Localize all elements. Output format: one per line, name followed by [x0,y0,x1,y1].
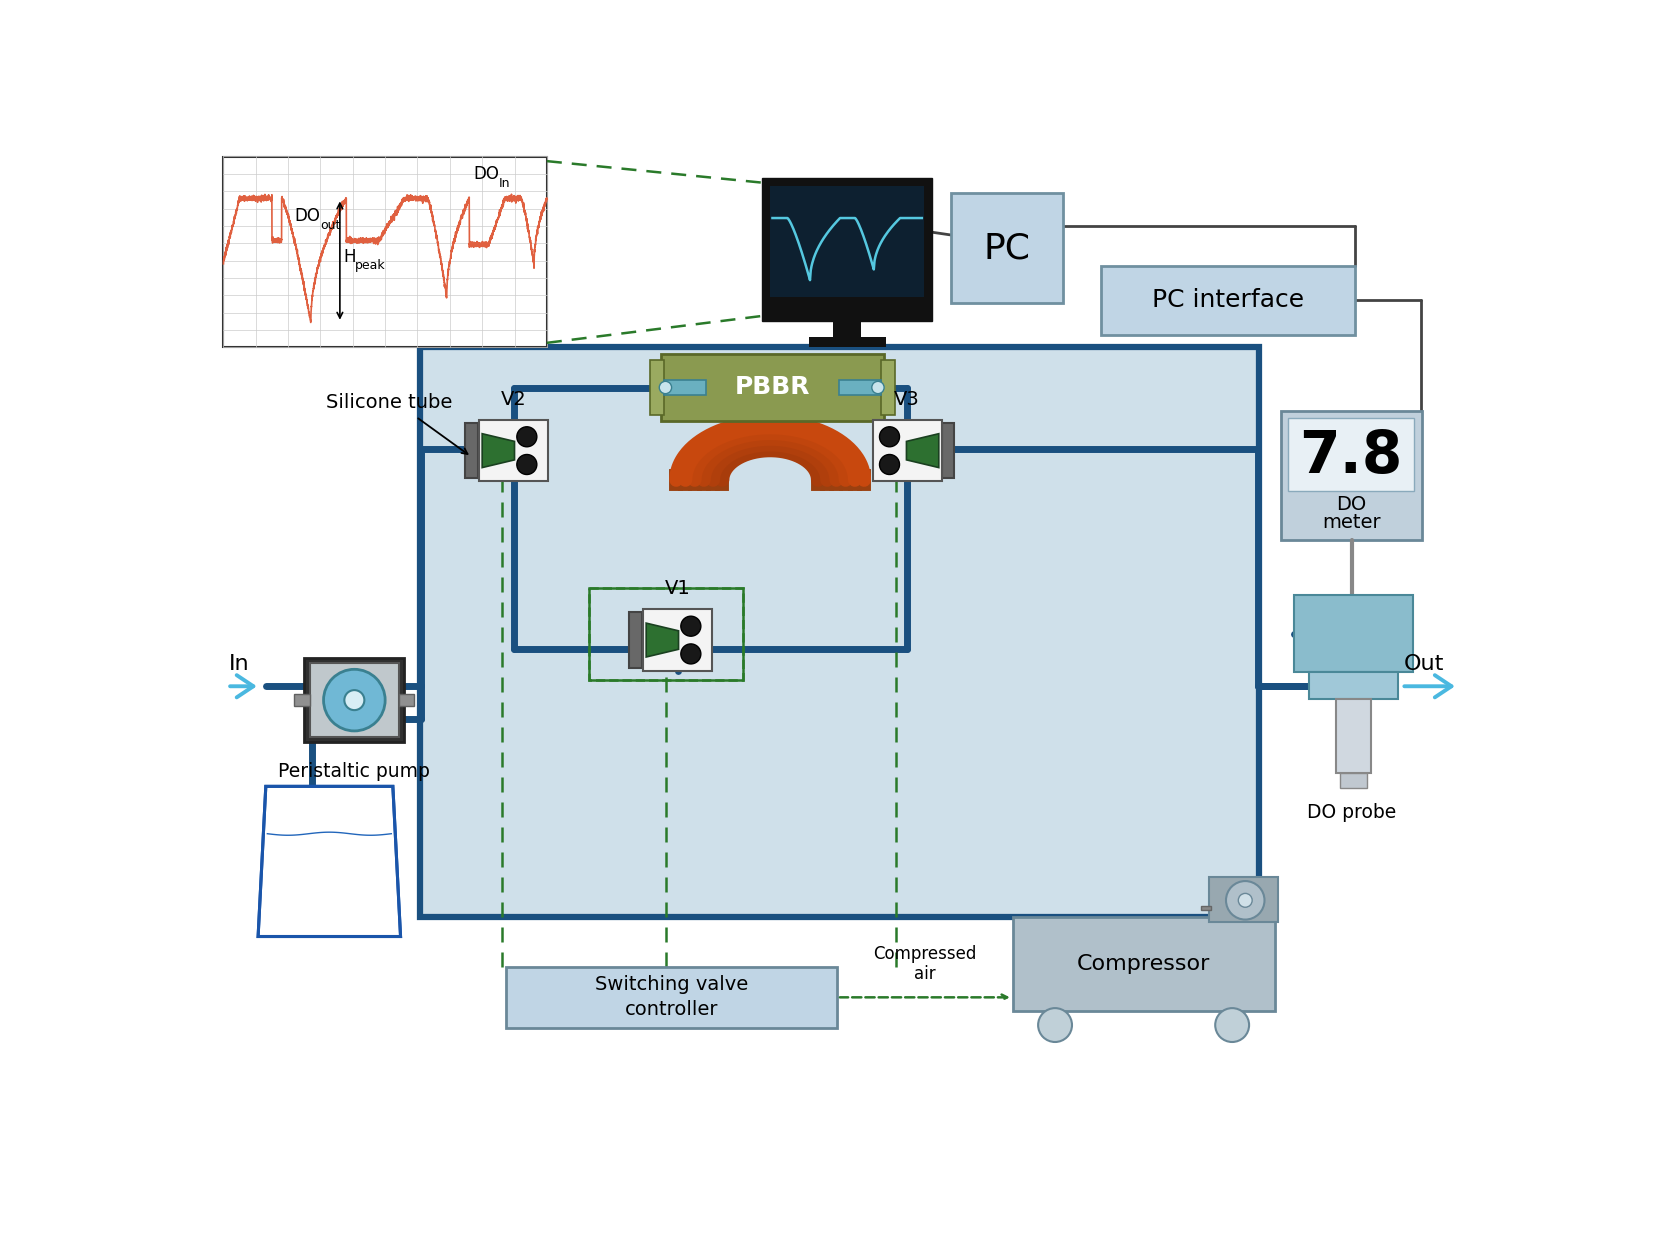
Text: 7.8: 7.8 [1300,428,1403,485]
Bar [420,347,1260,918]
Bar [661,353,884,422]
Polygon shape [258,853,401,936]
Bar [839,379,881,396]
Bar [833,320,861,337]
Bar [770,186,924,298]
Circle shape [873,382,884,393]
Circle shape [517,455,537,475]
Bar [1208,877,1278,921]
Circle shape [681,616,701,636]
Bar [590,588,743,680]
Text: PC: PC [984,231,1030,265]
Text: V3: V3 [894,391,921,409]
Text: Silicone tube: Silicone tube [326,393,452,413]
Bar [1336,699,1371,773]
Bar [663,379,706,396]
Bar [763,179,932,320]
Bar [590,588,743,680]
Text: DO probe: DO probe [1306,804,1396,822]
Circle shape [1227,882,1265,920]
Bar [630,613,642,668]
Bar [1202,905,1210,910]
Bar [505,966,838,1028]
Circle shape [517,427,537,446]
Text: DO: DO [294,207,321,226]
Text: Out: Out [1404,653,1444,673]
Bar [1340,773,1366,787]
Bar [1288,418,1414,491]
Circle shape [681,644,701,663]
Text: DO: DO [474,165,500,184]
Text: meter: meter [1321,513,1381,532]
Circle shape [879,427,899,446]
Bar [309,663,399,737]
Text: Compressor: Compressor [1077,955,1210,975]
Bar [479,420,548,481]
Text: Switching valve
controller: Switching valve controller [595,976,748,1019]
Text: PBBR: PBBR [735,376,809,399]
Bar [881,360,894,415]
Text: V1: V1 [665,579,691,599]
Text: Compressed
air: Compressed air [873,945,977,983]
Circle shape [1215,1008,1250,1042]
Text: peak: peak [356,259,386,272]
Bar [304,657,404,743]
Bar [1293,595,1413,672]
Circle shape [1039,1008,1072,1042]
Text: out: out [321,219,341,232]
Bar [1310,672,1398,699]
Circle shape [660,382,671,393]
Circle shape [879,455,899,475]
Circle shape [1238,893,1251,908]
Text: In: In [229,653,249,673]
Bar [809,337,886,347]
Text: In: In [499,177,510,190]
Bar [643,609,713,671]
Polygon shape [258,831,401,936]
Bar [294,694,309,707]
Polygon shape [258,786,401,936]
Circle shape [344,691,364,711]
Polygon shape [647,624,678,657]
Polygon shape [482,434,515,467]
Text: DO: DO [1336,495,1366,515]
Bar [873,420,942,481]
Bar [1012,918,1275,1011]
Text: PC interface: PC interface [1152,289,1305,312]
Bar [650,360,663,415]
Bar [1102,265,1355,335]
Bar [942,423,954,479]
Bar [399,694,414,707]
Circle shape [324,670,386,730]
Polygon shape [906,434,939,467]
Text: Peristaltic pump: Peristaltic pump [279,761,430,781]
Bar [951,193,1062,303]
Bar [1281,410,1421,539]
Bar [465,423,477,479]
Bar [223,156,547,347]
Text: H: H [344,248,356,265]
Text: V2: V2 [500,391,527,409]
